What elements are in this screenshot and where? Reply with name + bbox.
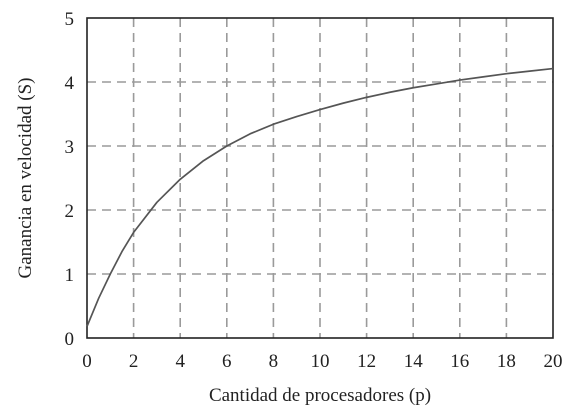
y-tick-label: 5	[65, 9, 75, 30]
x-tick-label: 10	[311, 351, 330, 372]
y-axis-ticks: 0 1 2 3 4 5	[65, 9, 75, 350]
x-tick-label: 4	[175, 351, 185, 372]
x-tick-label: 2	[129, 351, 139, 372]
y-tick-label: 4	[65, 73, 75, 94]
y-tick-label: 0	[65, 329, 75, 350]
x-tick-label: 6	[222, 351, 232, 372]
y-tick-label: 2	[65, 201, 75, 222]
x-tick-label: 18	[497, 351, 516, 372]
x-axis-ticks: 0 2 4 6 8 10 12 14 16 18 20	[82, 351, 562, 372]
x-tick-label: 8	[269, 351, 279, 372]
x-tick-label: 0	[82, 351, 92, 372]
x-tick-label: 20	[544, 351, 563, 372]
grid-lines	[87, 18, 553, 338]
y-tick-label: 1	[65, 265, 75, 286]
speedup-curve	[86, 67, 554, 327]
plot-frame	[86, 17, 554, 339]
x-tick-label: 12	[357, 351, 376, 372]
x-tick-label: 14	[404, 351, 424, 372]
y-axis-label: Ganancia en velocidad (S)	[15, 78, 36, 279]
series-group	[86, 67, 554, 327]
x-axis-label: Cantidad de procesadores (p)	[209, 385, 431, 406]
y-tick-label: 3	[65, 137, 75, 158]
x-tick-label: 16	[450, 351, 469, 372]
